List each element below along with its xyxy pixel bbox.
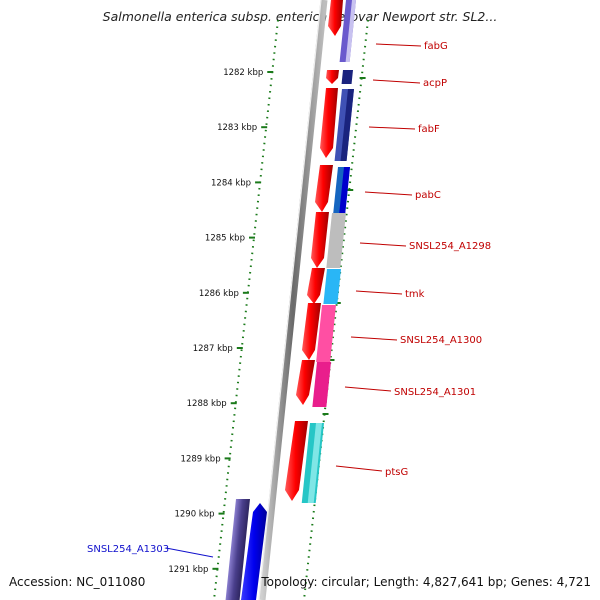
ruler-tick-label: 1289 kbp bbox=[181, 454, 221, 464]
feature-strip-fabG-light bbox=[345, 0, 356, 62]
gene-label-A1298: SNSL254_A1298 bbox=[409, 241, 491, 252]
gene-label-tmk: tmk bbox=[405, 289, 425, 300]
ruler-tick-label: 1285 kbp bbox=[205, 234, 245, 244]
feature-strip-A1300 bbox=[316, 305, 336, 362]
gene-label-acpP: acpP bbox=[423, 78, 447, 89]
leader-A1303 bbox=[165, 547, 214, 558]
leader-fabG bbox=[375, 43, 422, 47]
gene-arrow-A1298 bbox=[311, 212, 329, 268]
gene-arrow-pabC bbox=[315, 165, 333, 212]
reverse-strand-genes bbox=[241, 503, 267, 600]
feature-strip-pabC-dark bbox=[339, 167, 350, 213]
ruler-tick-label: 1291 kbp bbox=[168, 565, 208, 575]
ruler-tick-label: 1284 kbp bbox=[211, 178, 251, 188]
leader-fabF bbox=[368, 126, 416, 130]
gene-label-A1300: SNSL254_A1300 bbox=[400, 335, 482, 346]
leader-tmk bbox=[355, 290, 403, 295]
leader-A1298 bbox=[359, 242, 407, 247]
feature-strip-A1298 bbox=[326, 213, 346, 268]
leader-A1301 bbox=[344, 386, 392, 392]
feature-strip-fabF-dark bbox=[340, 89, 354, 161]
feature-strip-tmk bbox=[323, 269, 341, 304]
label-leaders bbox=[165, 43, 422, 558]
map-title: Salmonella enterica subsp. enterica sero… bbox=[102, 9, 498, 24]
ruler-tick-label: 1290 kbp bbox=[174, 510, 214, 520]
topology-text: Topology: circular; Length: 4,827,641 bp… bbox=[261, 575, 591, 589]
forward-strand-genes bbox=[285, 0, 343, 501]
gene-label-A1301: SNSL254_A1301 bbox=[394, 387, 476, 398]
gene-arrow-acpP bbox=[326, 70, 339, 84]
feature-strip-acpP bbox=[341, 70, 353, 84]
feature-strip-A1303 bbox=[225, 499, 250, 600]
gene-label-fabF: fabF bbox=[418, 124, 440, 135]
leader-ptsG bbox=[335, 465, 383, 472]
feature-strip-A1301 bbox=[312, 362, 331, 407]
gene-arrow-ptsG bbox=[285, 421, 308, 501]
gene-arrow-fabG bbox=[328, 0, 343, 36]
ruler-tick-label: 1283 kbp bbox=[217, 123, 257, 133]
gene-label-fabG: fabG bbox=[424, 41, 448, 52]
gene-label-ptsG: ptsG bbox=[385, 467, 408, 478]
gene-label-A1303: SNSL254_A1303 bbox=[87, 544, 169, 555]
gene-labels: fabG acpP fabF pabC SNSL254_A1298 tmk SN… bbox=[87, 41, 491, 555]
feature-strip-ptsG-light bbox=[307, 423, 322, 503]
gene-arrow-A1303 bbox=[241, 503, 267, 600]
leader-pabC bbox=[364, 191, 413, 196]
gene-label-pabC: pabC bbox=[415, 190, 441, 201]
gene-arrow-A1300 bbox=[302, 303, 321, 360]
genome-backbone-highlight bbox=[258, 0, 322, 600]
gene-arrow-A1301 bbox=[296, 360, 315, 405]
ruler-tick-label: 1288 kbp bbox=[187, 399, 227, 409]
gene-arrow-tmk bbox=[307, 268, 325, 304]
leader-acpP bbox=[372, 79, 421, 84]
ruler-tick-label: 1282 kbp bbox=[223, 68, 263, 78]
accession-text: Accession: NC_011080 bbox=[9, 575, 146, 589]
genome-backbone bbox=[258, 0, 328, 600]
ruler-tick-label: 1286 kbp bbox=[199, 289, 239, 299]
kbp-ruler: 1282 kbp 1283 kbp 1284 kbp 1285 kbp 1286 kbp… bbox=[168, 68, 366, 575]
feature-strips bbox=[225, 0, 356, 600]
ruler-tick-label: 1287 kbp bbox=[193, 344, 233, 354]
leader-A1300 bbox=[350, 336, 398, 341]
gene-arrow-fabF bbox=[320, 88, 338, 158]
